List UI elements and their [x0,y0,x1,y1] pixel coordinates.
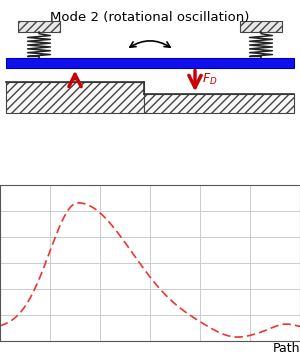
Bar [240,21,282,32]
X-axis label: Path: Path [272,342,300,355]
Text: $F_D$: $F_D$ [202,72,218,87]
Bar [144,94,294,113]
Bar [18,21,60,32]
Text: Mode 2 (rotational oscillation): Mode 2 (rotational oscillation) [50,11,250,24]
Bar [6,58,294,68]
Bar [6,82,144,113]
